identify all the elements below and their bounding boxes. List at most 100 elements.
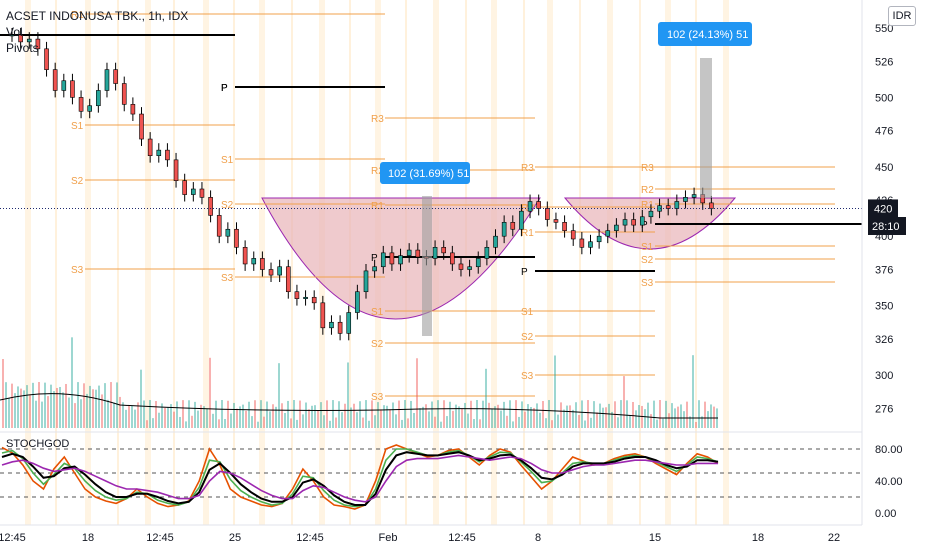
volume-bar — [464, 402, 466, 428]
volume-bar — [227, 400, 229, 428]
volume-bar — [38, 382, 40, 428]
candle-body — [527, 201, 533, 212]
volume-bar — [539, 412, 541, 428]
pivot-label: R1 — [641, 200, 654, 211]
volume-bar — [338, 401, 340, 428]
volume-bar — [170, 404, 172, 428]
volume-bar — [302, 414, 304, 428]
volume-bar — [410, 400, 412, 428]
volume-bar — [74, 403, 76, 428]
volume-bar — [632, 401, 634, 428]
volume-bar — [341, 412, 343, 428]
candle-body — [380, 252, 386, 268]
volume-bar — [536, 403, 538, 428]
volume-bar — [590, 417, 592, 428]
candle-body — [18, 34, 23, 43]
volume-bar — [41, 401, 43, 428]
volume-bar — [44, 382, 46, 428]
volume-bar — [617, 417, 619, 428]
volume-bar — [596, 412, 598, 428]
volume-bar — [440, 421, 442, 428]
pivot-label: S1 — [521, 307, 534, 318]
price-tick-label: 326 — [875, 334, 893, 346]
pivot-lines: R1 P S1 S2 S3 P S1 S2 S3 R3 R2 R1 P S1 S2 S3 R3 R2 R1 P S1 S2… — [0, 10, 862, 403]
osc-tick-label: 80.00 — [875, 444, 903, 456]
volume-bar — [626, 400, 628, 428]
volume-bar — [500, 410, 502, 428]
candle-body — [61, 80, 67, 91]
volume-bar — [422, 406, 424, 428]
volume-bar — [533, 407, 535, 428]
volume-bar — [572, 409, 574, 428]
volume-bar — [86, 393, 88, 428]
candle-body — [467, 266, 472, 270]
volume-bar — [671, 403, 673, 428]
volume-bar — [128, 405, 130, 428]
candle-body — [458, 263, 464, 270]
volume-bar — [383, 405, 385, 428]
volume-bar — [107, 399, 109, 428]
volume-bar — [545, 418, 547, 428]
volume-bar — [371, 400, 373, 428]
volume-bar — [587, 400, 589, 428]
currency-button[interactable]: IDR — [888, 6, 916, 26]
volume-bar — [416, 358, 418, 428]
volume-bar — [431, 401, 433, 428]
pivot-label: R2 — [371, 166, 384, 177]
volume-bar — [230, 413, 232, 428]
volume-bar — [131, 405, 133, 428]
candle-body — [510, 222, 516, 230]
pivot-label: S2 — [371, 339, 384, 350]
volume-bar — [98, 385, 100, 428]
volume-bar — [620, 400, 622, 428]
volume-bar — [386, 405, 388, 428]
volume-bar — [314, 405, 316, 428]
volume-bar — [278, 363, 280, 428]
volume-bar — [194, 401, 196, 428]
pivot-label: S1 — [641, 242, 654, 253]
volume-bar — [164, 407, 166, 428]
symbol-title[interactable]: ACSET INDONUSA TBK., 1h, IDX — [6, 9, 189, 23]
volume-bar — [2, 359, 4, 428]
volume-bar — [569, 405, 571, 428]
volume-bar — [65, 383, 67, 428]
pivot-label: S3 — [71, 265, 84, 276]
pivots-indicator-label[interactable]: Pivots — [6, 41, 39, 55]
volume-bar — [20, 388, 22, 428]
pivot-label: S2 — [221, 200, 234, 211]
volume-bar — [665, 400, 667, 428]
volume-bar — [506, 415, 508, 428]
candle-body — [475, 258, 481, 268]
volume-bar — [425, 404, 427, 428]
volume-bar — [179, 416, 181, 428]
volume-bar — [122, 402, 124, 428]
volume-bar — [143, 400, 145, 428]
candle-body — [199, 188, 205, 198]
candle-body — [389, 252, 395, 265]
volume-bar — [203, 406, 205, 428]
volume-bar — [677, 406, 679, 428]
price-tick-label: 350 — [875, 301, 893, 313]
volume-bar — [581, 400, 583, 428]
candle-body — [113, 69, 118, 84]
volume-bar — [605, 407, 607, 428]
volume-bar — [542, 401, 544, 428]
candle-body — [52, 69, 58, 91]
volume-bar — [647, 402, 649, 428]
volume-bar — [137, 402, 139, 428]
osc-series-line — [1, 454, 718, 503]
volume-bar — [437, 400, 439, 428]
candle-body — [277, 266, 282, 276]
volume-bar — [491, 408, 493, 428]
volume-bar — [8, 398, 10, 428]
volume-bar — [446, 416, 448, 428]
pivot-label: S3 — [221, 273, 234, 284]
volume-bar — [353, 403, 355, 428]
candle-body — [674, 201, 680, 209]
volume-bar — [92, 389, 94, 428]
vol-indicator-label[interactable]: Vol — [6, 25, 23, 39]
candle-body — [294, 291, 300, 299]
volume-bar — [395, 414, 397, 428]
volume-bar — [263, 416, 265, 428]
